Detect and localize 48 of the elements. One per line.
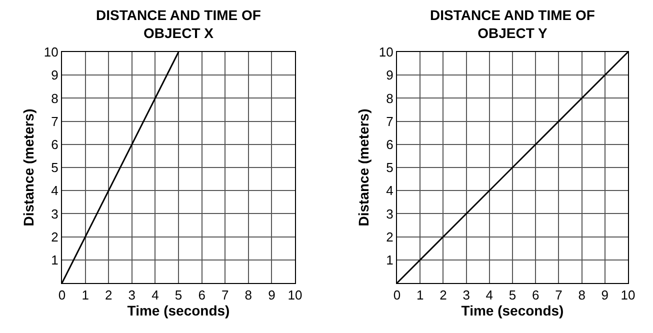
x-tick-label: 6 [532, 288, 540, 303]
x-tick-label: 4 [152, 288, 159, 303]
y-tick-label: 1 [386, 252, 394, 268]
chart-title: DISTANCE AND TIME OF OBJECT Y [430, 6, 596, 42]
x-tick-label: 0 [393, 288, 401, 303]
x-tick-label: 1 [416, 288, 424, 303]
y-tick-label: 9 [51, 68, 58, 83]
x-tick-label: 4 [486, 288, 494, 303]
y-tick-label: 2 [51, 229, 58, 244]
chart-title: DISTANCE AND TIME OF OBJECT X [96, 6, 262, 42]
y-tick-label: 5 [386, 160, 394, 176]
y-tick-label: 2 [386, 229, 394, 244]
y-axis-title: Distance (meters) [356, 108, 372, 226]
x-tick-label: 0 [58, 288, 66, 303]
x-tick-label: 10 [620, 288, 636, 303]
y-tick-label: 1 [51, 252, 58, 268]
y-tick-label: 7 [51, 114, 58, 129]
y-tick-label: 4 [51, 183, 58, 198]
x-tick-label: 1 [82, 288, 89, 303]
x-tick-label: 6 [198, 288, 206, 303]
x-tick-label: 10 [288, 288, 302, 303]
x-tick-label: 9 [601, 288, 609, 303]
y-tick-label: 6 [386, 136, 394, 152]
y-tick-label: 3 [51, 206, 58, 222]
x-tick-label: 5 [508, 288, 516, 303]
x-tick-label: 8 [244, 288, 252, 303]
x-axis-title: Time (seconds) [127, 302, 230, 319]
y-tick-label: 3 [386, 206, 394, 222]
x-tick-label: 5 [174, 288, 182, 303]
x-tick-label: 8 [578, 288, 586, 303]
x-tick-label: 2 [440, 288, 447, 303]
y-tick-label: 8 [51, 90, 58, 106]
x-tick-label: 2 [104, 288, 112, 303]
y-tick-label: 8 [386, 90, 394, 106]
x-tick-label: 7 [555, 288, 562, 303]
x-tick-label: 3 [462, 288, 470, 303]
y-tick-label: 6 [51, 136, 58, 152]
x-tick-label: 9 [268, 288, 276, 303]
y-axis-title: Distance (meters) [20, 108, 37, 226]
y-tick-label: 10 [378, 44, 394, 60]
y-tick-label: 9 [386, 68, 394, 83]
x-tick-label: 7 [221, 288, 229, 303]
x-tick-label: 3 [128, 288, 136, 303]
y-tick-label: 10 [44, 44, 58, 60]
y-tick-label: 5 [51, 160, 58, 176]
y-tick-label: 7 [386, 114, 394, 129]
x-axis-title: Time (seconds) [461, 302, 564, 319]
y-tick-label: 4 [386, 183, 394, 198]
